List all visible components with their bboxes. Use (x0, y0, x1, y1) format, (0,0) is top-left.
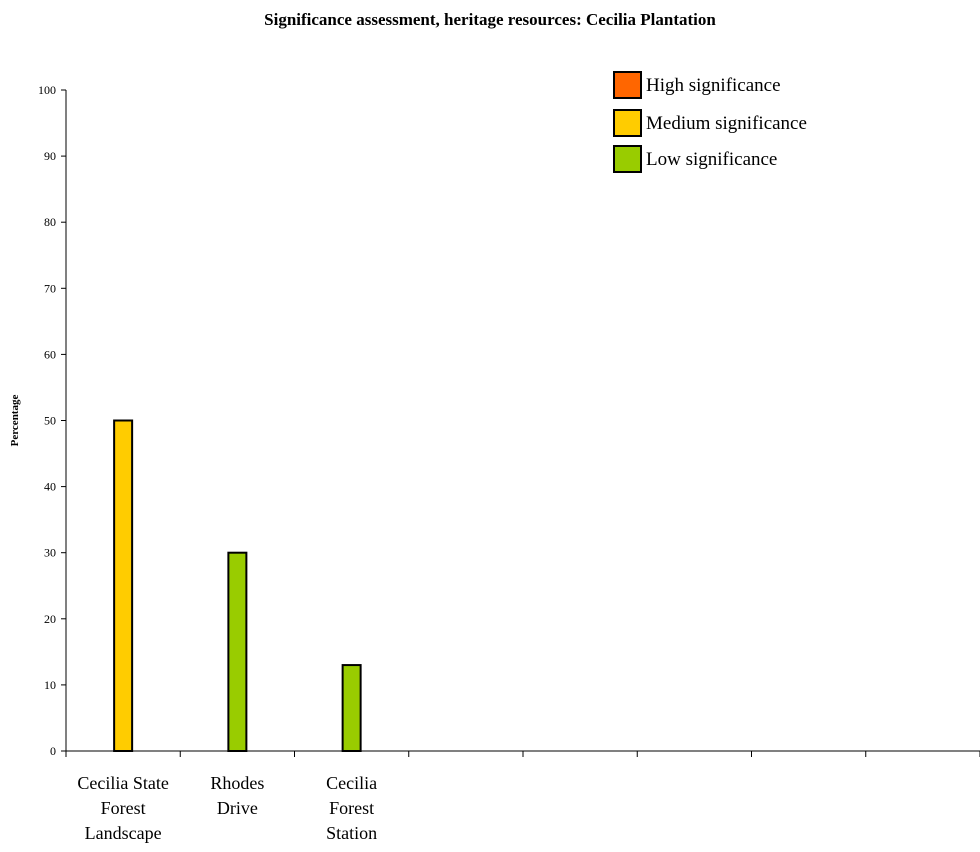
chart-title: Significance assessment, heritage resour… (264, 10, 716, 29)
category-label: Cecilia Forest Station (326, 773, 377, 843)
y-tick-label: 80 (44, 215, 56, 229)
y-tick-label: 100 (38, 83, 56, 97)
y-tick-label: 10 (44, 678, 56, 692)
category-label: Rhodes Drive (210, 773, 264, 818)
y-tick-label: 60 (44, 347, 56, 361)
legend-label-high: High significance (646, 75, 781, 96)
y-tick-label: 20 (44, 612, 56, 626)
legend-swatch-medium (613, 109, 642, 137)
y-axis-title: Percentage (9, 395, 21, 447)
legend-swatch-low (613, 145, 642, 173)
axes: 0 10 20 30 40 50 60 70 80 90 100 Percentage (9, 83, 980, 758)
bar-medium (113, 419, 134, 752)
legend-label-low: Low significance (646, 149, 777, 170)
legend-label-medium: Medium significance (646, 113, 807, 134)
category-label: Cecilia State Forest Landscape (77, 773, 168, 843)
bars (113, 419, 362, 753)
category-labels: Cecilia State Forest Landscape Rhodes Drive C… (77, 773, 377, 843)
legend: High significance Medium significance Low … (613, 71, 807, 173)
y-tick-label: 50 (44, 414, 56, 428)
y-tick-label: 30 (44, 546, 56, 560)
legend-swatch-high (613, 71, 642, 99)
y-tick-label: 70 (44, 281, 56, 295)
y-tick-label: 0 (50, 744, 56, 758)
y-tick-label: 40 (44, 480, 56, 494)
bar-low (341, 664, 362, 753)
bar-low (227, 551, 248, 753)
y-tick-label: 90 (44, 149, 56, 163)
